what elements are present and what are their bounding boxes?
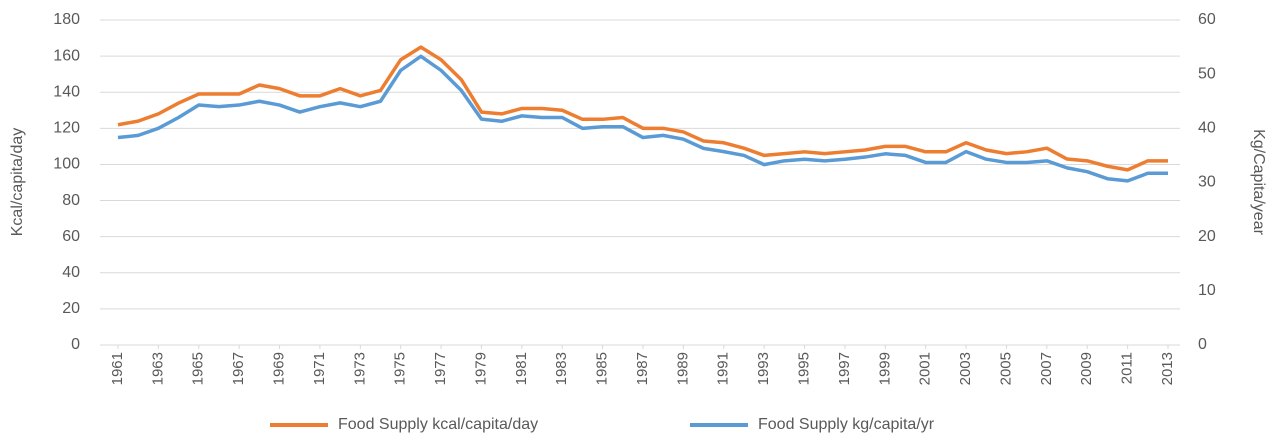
x-tick-label: 1999 — [876, 352, 893, 385]
x-tick-label: 1977 — [432, 352, 449, 385]
y-tick-label: 180 — [53, 11, 80, 28]
x-tick-label: 2009 — [1078, 352, 1095, 385]
x-tick-label: 1991 — [715, 352, 732, 385]
x-tick-label: 1965 — [190, 352, 207, 385]
x-tick-label: 1971 — [311, 352, 328, 385]
x-tick-label: 1989 — [674, 352, 691, 385]
y2-tick-label: 30 — [1198, 174, 1216, 191]
x-tick-label: 2007 — [1038, 352, 1055, 385]
x-tick-label: 2003 — [957, 352, 974, 385]
y-tick-label: 20 — [62, 300, 80, 317]
y-tick-label: 100 — [53, 156, 80, 173]
y-tick-label: 80 — [62, 192, 80, 209]
y2-axis-label: Kg/Capita/year — [1250, 129, 1267, 236]
line-series — [117, 45, 1168, 172]
x-tick-label: 2011 — [1119, 352, 1136, 384]
y-axis-label: Kcal/capita/day — [9, 128, 26, 237]
y-tick-label: 0 — [71, 336, 80, 353]
y-tick-label: 40 — [62, 264, 80, 281]
x-tick-label: 1975 — [392, 352, 409, 385]
x-tick-label: 1963 — [149, 352, 166, 385]
y2-tick-label: 50 — [1198, 65, 1216, 82]
y-tick-label: 60 — [62, 228, 80, 245]
line-series — [117, 54, 1168, 183]
x-tick-label: 1993 — [755, 352, 772, 385]
y-tick-label: 160 — [53, 47, 80, 64]
y-tick-label: 120 — [53, 120, 80, 137]
y2-tick-label: 10 — [1198, 282, 1216, 299]
x-tick-label: 1961 — [109, 352, 126, 385]
legend-label: Food Supply kg/capita/yr — [758, 416, 935, 433]
x-tick-label: 1985 — [594, 352, 611, 385]
x-tick-label: 1969 — [271, 352, 288, 385]
x-tick-label: 1973 — [351, 352, 368, 385]
y2-tick-label: 40 — [1198, 120, 1216, 137]
x-tick-label: 2005 — [997, 352, 1014, 385]
y2-tick-label: 60 — [1198, 11, 1216, 28]
y2-tick-label: 0 — [1198, 336, 1207, 353]
x-tick-label: 1967 — [230, 352, 247, 385]
y2-tick-label: 20 — [1198, 228, 1216, 245]
x-tick-label: 1981 — [513, 352, 530, 385]
x-tick-label: 1979 — [472, 352, 489, 385]
x-tick-label: 1987 — [634, 352, 651, 385]
x-tick-label: 2001 — [917, 352, 934, 385]
x-tick-label: 2013 — [1159, 352, 1176, 385]
x-tick-label: 1983 — [553, 352, 570, 385]
legend-label: Food Supply kcal/capita/day — [338, 416, 538, 433]
x-tick-label: 1995 — [796, 352, 813, 385]
y-tick-label: 140 — [53, 83, 80, 100]
x-tick-label: 1997 — [836, 352, 853, 385]
